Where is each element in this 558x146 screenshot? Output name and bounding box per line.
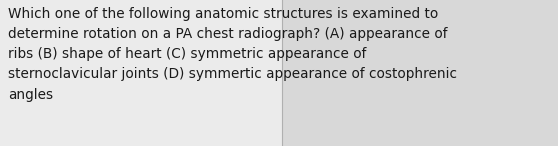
Bar: [282, 0, 558, 146]
Bar: [0, 0, 282, 146]
Text: Which one of the following anatomic structures is examined to
determine rotation: Which one of the following anatomic stru…: [8, 7, 458, 101]
